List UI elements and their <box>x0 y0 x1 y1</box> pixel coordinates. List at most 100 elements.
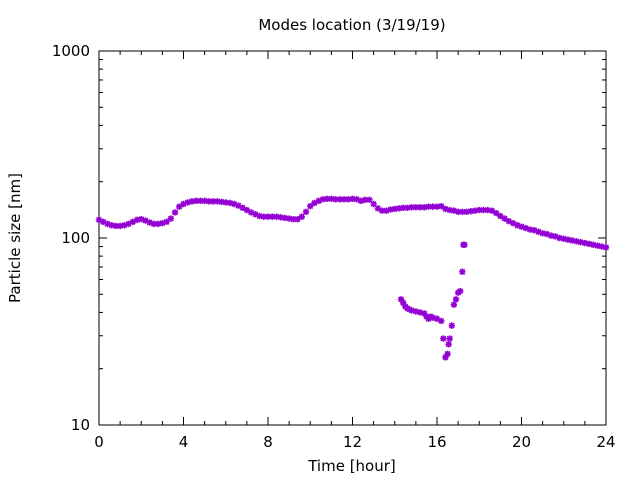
data-point <box>112 222 120 230</box>
data-point <box>446 335 453 342</box>
data-point <box>260 213 267 220</box>
data-point <box>514 222 521 229</box>
data-point <box>252 211 259 218</box>
y-tick-labels: 10 100 1000 <box>52 42 90 434</box>
data-point <box>116 222 124 230</box>
data-point <box>146 219 153 226</box>
data-point <box>522 224 529 232</box>
data-point <box>556 234 563 242</box>
x-tick-label: 0 <box>94 433 104 451</box>
data-point <box>416 309 424 316</box>
data-point <box>509 219 517 227</box>
x-tick-label: 24 <box>596 433 615 451</box>
data-point <box>539 230 546 237</box>
data-point <box>442 205 449 213</box>
data-point <box>285 215 293 222</box>
data-point <box>560 235 567 243</box>
data-point <box>133 216 141 224</box>
data-point <box>395 205 403 212</box>
data-point <box>457 287 464 295</box>
data-point <box>569 237 576 244</box>
data-point <box>452 296 460 303</box>
data-point <box>442 354 449 361</box>
data-point <box>154 220 162 228</box>
data-point <box>129 218 136 226</box>
data-point <box>526 226 534 233</box>
data-point <box>397 296 405 303</box>
data-point <box>492 209 500 217</box>
data-point <box>476 206 483 214</box>
data-point <box>594 242 601 249</box>
data-point <box>184 199 191 206</box>
data-point <box>454 208 462 216</box>
data-point <box>400 204 407 212</box>
data-point <box>269 213 276 220</box>
data-point <box>277 214 284 221</box>
data-point <box>328 195 335 203</box>
x-tick-label: 12 <box>343 433 362 451</box>
data-point <box>440 335 447 342</box>
data-point <box>176 203 183 210</box>
y-tick-label: 1000 <box>52 42 90 60</box>
plot-frame <box>98 50 607 426</box>
data-point <box>222 199 229 206</box>
data-point <box>598 243 605 250</box>
data-point <box>552 233 559 240</box>
data-point <box>231 200 238 208</box>
data-point <box>480 206 487 214</box>
data-point <box>357 197 365 205</box>
data-point <box>125 220 132 228</box>
data-point <box>535 228 542 235</box>
data-point <box>387 206 394 213</box>
data-point <box>484 206 491 214</box>
data-point <box>201 197 208 205</box>
data-point <box>247 209 255 216</box>
data-point <box>378 207 386 214</box>
data-point <box>383 207 390 214</box>
data-point <box>459 208 466 216</box>
x-tick-label: 16 <box>427 433 446 451</box>
data-point <box>404 305 411 312</box>
x-tick-label: 4 <box>179 433 189 451</box>
data-point <box>448 322 455 329</box>
data-point <box>205 198 213 205</box>
data-point <box>366 196 373 204</box>
data-point <box>340 196 348 203</box>
data-point <box>108 222 115 229</box>
x-tick-label: 8 <box>263 433 273 451</box>
data-point <box>100 218 107 226</box>
data-point <box>370 200 377 208</box>
data-point <box>197 197 204 205</box>
data-point <box>142 217 149 224</box>
data-point <box>505 217 513 225</box>
data-point <box>488 207 496 214</box>
data-point <box>104 220 111 228</box>
data-point <box>444 350 451 358</box>
data-point <box>530 227 538 234</box>
data-point <box>412 308 420 315</box>
data-point <box>404 204 411 212</box>
data-point <box>298 213 305 220</box>
data-point <box>461 241 468 248</box>
x-tick-label: 20 <box>512 433 531 451</box>
data-point <box>336 196 344 203</box>
data-point <box>459 268 466 275</box>
data-point <box>256 212 263 220</box>
data-point <box>429 314 436 321</box>
data-point <box>353 196 360 203</box>
data-point <box>543 230 551 238</box>
data-point <box>577 238 584 246</box>
data-point <box>467 208 474 215</box>
axis-ticks <box>98 50 607 426</box>
data-point <box>226 199 234 207</box>
data-point <box>585 240 593 248</box>
data-point <box>471 207 479 214</box>
data-point <box>445 341 452 348</box>
data-point <box>408 204 415 211</box>
data-point <box>315 197 322 205</box>
data-point <box>264 213 272 220</box>
data-points <box>95 195 610 361</box>
data-point <box>416 204 424 211</box>
data-point <box>311 199 318 207</box>
